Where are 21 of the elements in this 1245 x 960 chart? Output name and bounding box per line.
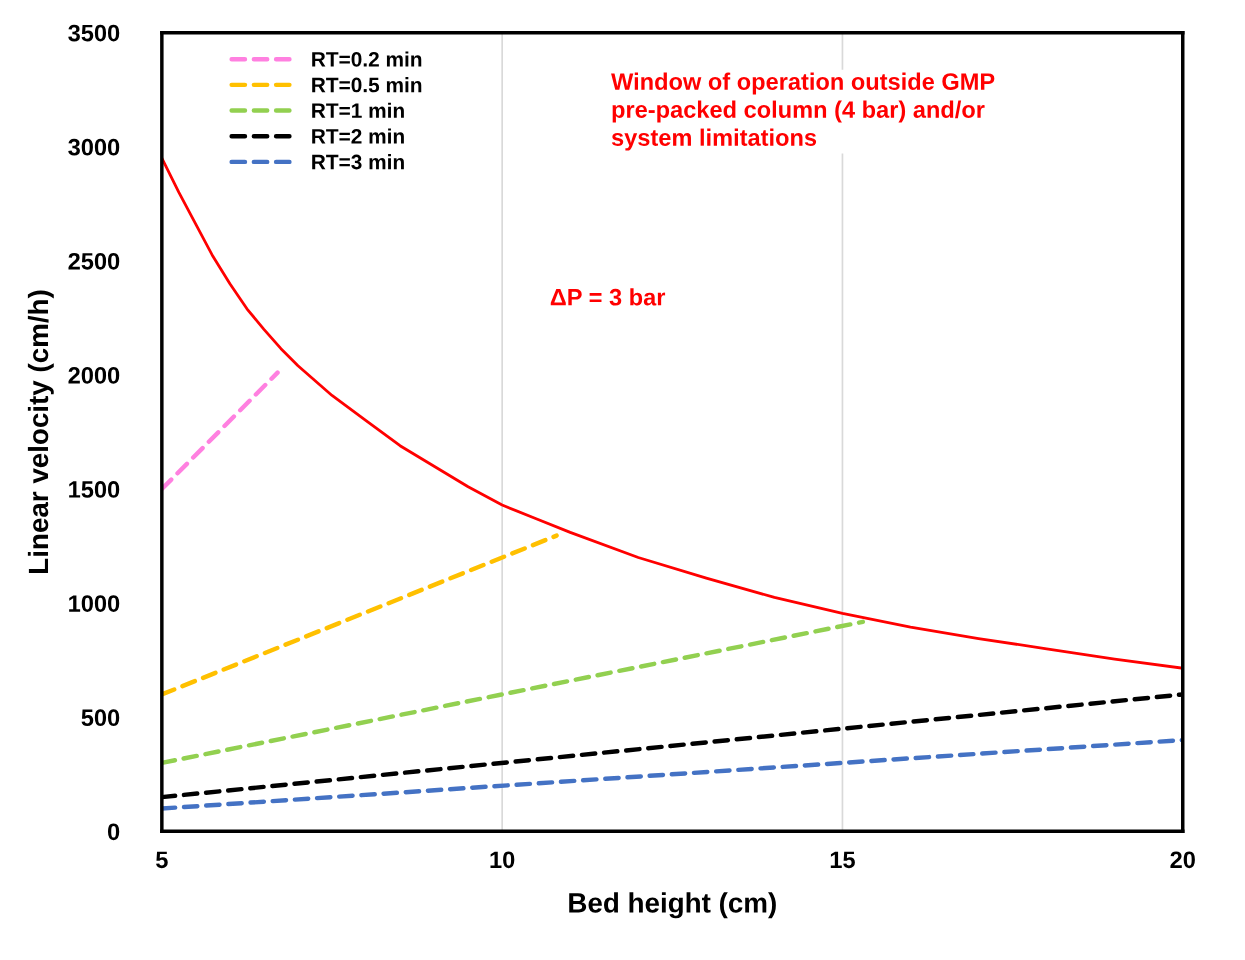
y-tick-label: 500 [81,709,120,727]
y-tick-label: 1500 [69,481,120,498]
x-tick-label: 10 [490,851,515,869]
y-tick-label: 2000 [68,367,120,384]
y-tick-label: 0 [107,823,120,841]
x-tick-label: 15 [830,851,855,869]
x-axis-title: Bed height (cm) [569,892,776,919]
x-tick-label: 5 [156,851,168,869]
x-tick-label: 20 [1170,851,1195,869]
legend-label: RT=0.2 min [312,51,422,67]
legend-label: RT=2 min [312,128,404,144]
y-axis-title: Linear velocity (cm/h) [27,290,54,573]
annotation: Window of operation outside GMP pre-packed column (4 bar) and/or system limitations [611,72,995,151]
y-tick-label: 1000 [69,595,120,612]
legend-label: RT=0.5 min [312,77,422,93]
legend-label: RT=3 min [312,154,404,170]
y-tick-label: 3500 [68,24,120,42]
annotation: ΔP = 3 bar [550,288,666,306]
legend-label: RT=1 min [312,102,404,118]
y-tick-label: 2500 [68,252,120,270]
y-tick-label: 3000 [68,138,120,156]
